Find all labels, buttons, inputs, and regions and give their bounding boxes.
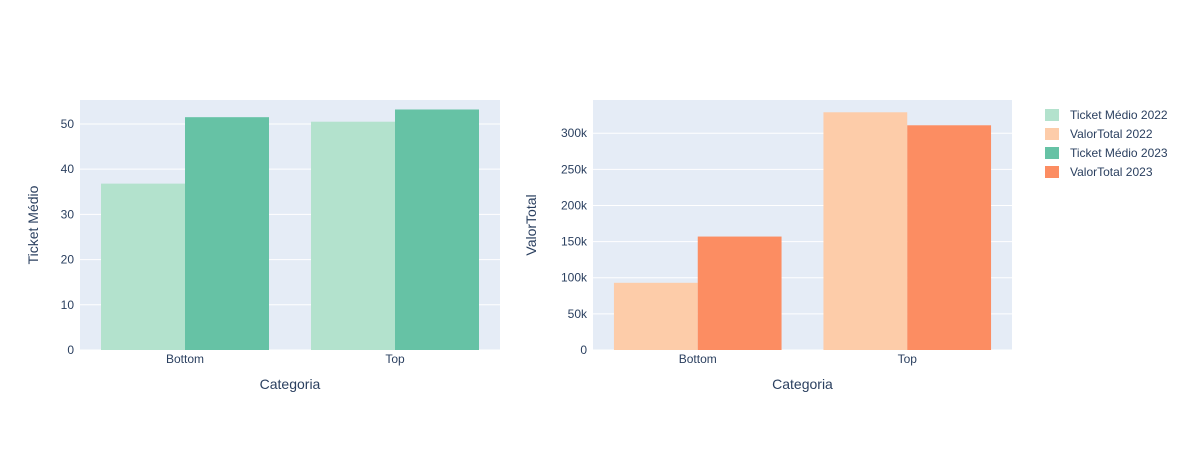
legend-swatch-ticket-medio-2022 (1045, 109, 1059, 121)
x-tick-label: Bottom (679, 352, 717, 366)
y-tick-label: 150k (561, 235, 588, 249)
legend-label-ticket-medio-2023: Ticket Médio 2023 (1070, 146, 1168, 160)
y-tick-label: 250k (561, 162, 588, 176)
y-tick-label: 50 (61, 117, 75, 131)
y-tick-label: 30 (61, 207, 75, 221)
y-axis-title: ValorTotal (523, 194, 539, 255)
legend-swatch-ticket-medio-2023 (1045, 147, 1059, 159)
legend-label-valortotal-2022: ValorTotal 2022 (1070, 127, 1153, 141)
bar-valortotal-2023-top (907, 125, 992, 350)
y-axis-title: Ticket Médio (25, 185, 41, 264)
bar-valortotal-2022-bottom (613, 282, 698, 350)
y-tick-label: 100k (561, 271, 588, 285)
y-tick-label: 40 (61, 162, 75, 176)
ticket-medio-chart: 0 10 20 30 40 50 Bottom Top Categoria Ticket Médi… (25, 100, 500, 392)
legend-label-ticket-medio-2022: Ticket Médio 2022 (1070, 108, 1168, 122)
x-tick-label: Top (898, 352, 918, 366)
valor-total-chart: 0 50k 100k 150k 200k 250k 300k Bottom Top Categor… (523, 100, 1012, 392)
legend-swatch-valortotal-2022 (1045, 128, 1059, 140)
legend-label-valortotal-2023: ValorTotal 2023 (1070, 165, 1153, 179)
y-tick-label: 300k (561, 126, 588, 140)
legend-swatch-valortotal-2023 (1045, 166, 1059, 178)
y-tick-label: 50k (568, 307, 588, 321)
x-axis-title: Categoria (772, 376, 833, 392)
x-axis-title: Categoria (260, 376, 321, 392)
bar-ticket-medio-2023-bottom (185, 117, 269, 351)
x-tick-label: Bottom (166, 352, 204, 366)
x-tick-label: Top (385, 352, 405, 366)
bar-valortotal-2023-bottom (697, 236, 782, 350)
y-tick-label: 10 (61, 298, 75, 312)
bar-valortotal-2022-top (823, 112, 908, 350)
y-tick-label: 20 (61, 253, 75, 267)
y-tick-label: 200k (561, 198, 588, 212)
y-tick-label: 0 (580, 343, 587, 357)
legend: Ticket Médio 2022 ValorTotal 2022 Ticket M… (1045, 108, 1168, 179)
bar-ticket-medio-2022-top (311, 121, 395, 350)
bar-ticket-medio-2022-bottom (101, 183, 185, 350)
bar-ticket-medio-2023-top (395, 109, 479, 350)
y-tick-label: 0 (67, 343, 74, 357)
